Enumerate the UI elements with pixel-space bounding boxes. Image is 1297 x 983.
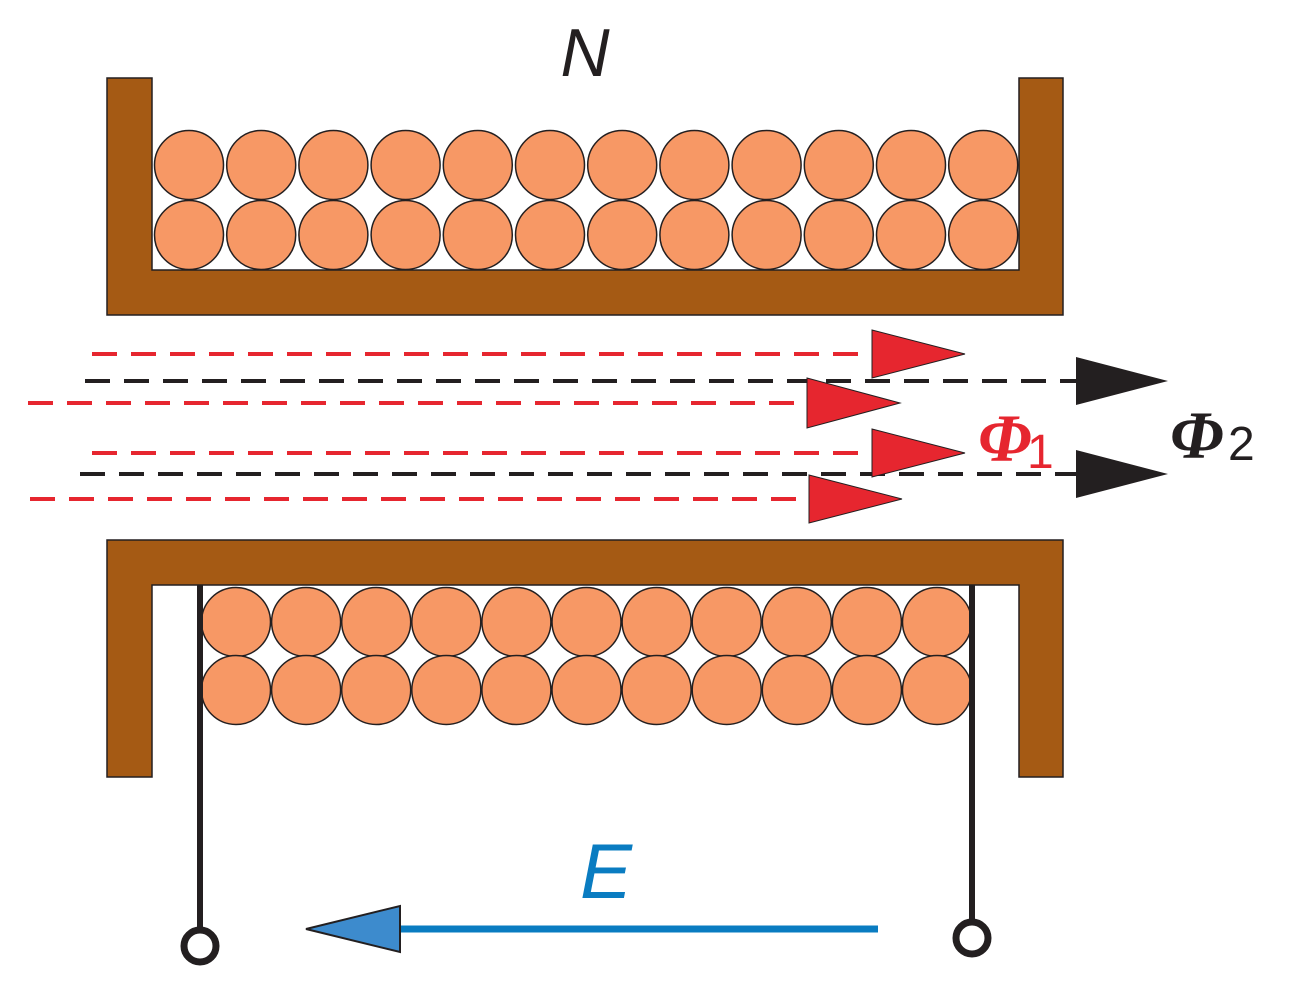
upper-winding-turn	[298, 199, 369, 271]
lower-core	[106, 539, 1064, 778]
lower-winding-turn	[340, 654, 412, 726]
flux1-arrowhead-2	[806, 377, 902, 429]
lower-winding-turn	[200, 654, 272, 726]
upper-winding-turn	[731, 129, 802, 201]
upper-winding-turn	[731, 199, 802, 271]
upper-winding-turn	[225, 199, 297, 271]
flux2-arrowhead-top	[1076, 357, 1168, 405]
upper-winding-turn	[370, 129, 441, 201]
upper-core	[106, 77, 1064, 316]
left-terminal[interactable]	[180, 926, 220, 966]
lower-winding-turn	[551, 654, 622, 726]
flux1-subscript: 1	[1027, 426, 1054, 479]
lower-winding-turn	[340, 586, 412, 658]
upper-winding-turn	[947, 129, 1019, 201]
upper-winding-turn	[370, 199, 441, 271]
lower-winding	[200, 586, 973, 726]
lower-winding-turn	[621, 586, 692, 658]
upper-winding-turn	[514, 199, 586, 271]
lower-winding-turn	[270, 586, 342, 658]
upper-winding-turn	[659, 199, 730, 271]
upper-winding-turn	[586, 129, 658, 201]
flux2-subscript: 2	[1228, 418, 1255, 471]
upper-winding-turn	[803, 199, 875, 271]
lower-winding-turn	[411, 586, 482, 658]
lower-winding-turn	[761, 654, 833, 726]
right-terminal[interactable]	[952, 918, 992, 958]
upper-winding-turn	[659, 129, 730, 201]
lower-winding-turn	[270, 654, 342, 726]
upper-winding-turn	[803, 129, 875, 201]
emf-arrowhead	[305, 904, 401, 954]
lower-winding-turn	[200, 586, 272, 658]
lower-winding-turn	[831, 586, 903, 658]
emf-label: E	[580, 827, 633, 915]
lower-winding-turn	[551, 586, 622, 658]
lower-winding-turn	[831, 654, 903, 726]
turns-label: N	[560, 15, 610, 91]
upper-winding-turn	[153, 129, 225, 201]
lower-winding-turn	[761, 586, 833, 658]
upper-winding-turn	[298, 129, 369, 201]
upper-winding-turn	[875, 129, 947, 201]
upper-winding-turn	[586, 199, 658, 271]
flux1-label: Φ 1	[978, 400, 1054, 479]
lower-winding-turn	[901, 586, 973, 658]
flux2-label: Φ 2	[1170, 397, 1255, 473]
lower-winding-turn	[691, 586, 762, 658]
upper-winding-turn	[442, 199, 514, 271]
upper-winding-turn	[875, 199, 947, 271]
upper-winding-turn	[153, 199, 225, 271]
lower-winding-turn	[621, 654, 692, 726]
lower-winding-turn	[411, 654, 482, 726]
flux1-symbol: Φ	[978, 400, 1032, 476]
lower-winding-turn	[481, 586, 552, 658]
flux1-arrowhead-1	[871, 329, 966, 379]
flux2-symbol: Φ	[1170, 397, 1224, 473]
upper-winding-turn	[947, 199, 1019, 271]
upper-winding-turn	[514, 129, 586, 201]
upper-winding-turn	[442, 129, 514, 201]
lower-winding-turn	[481, 654, 552, 726]
flux1-arrowhead-4	[808, 474, 903, 524]
lower-winding-turn	[901, 654, 973, 726]
upper-winding	[153, 129, 1019, 271]
flux1-arrowhead-3	[871, 428, 966, 478]
flux2-arrowhead-bottom	[1076, 450, 1168, 498]
upper-winding-turn	[225, 129, 297, 201]
lower-winding-turn	[691, 654, 762, 726]
